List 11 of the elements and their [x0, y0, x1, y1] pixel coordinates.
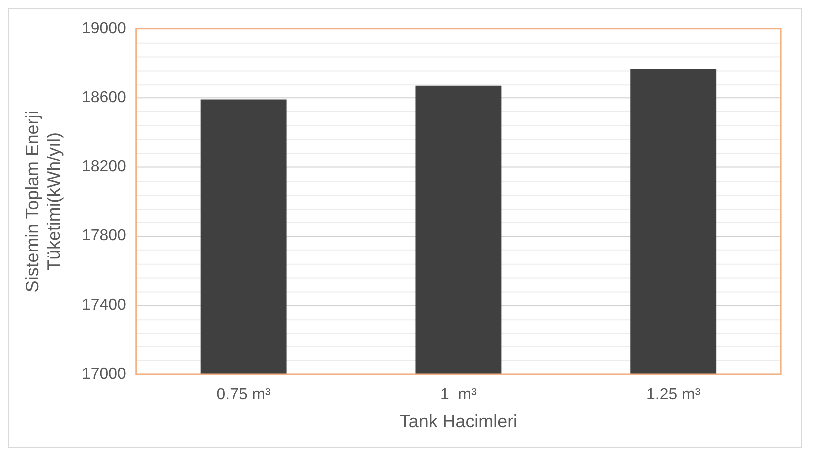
- y-tick-label: 18600: [82, 89, 127, 106]
- y-axis-title: Sistemin Toplam Enerji Tüketimi(kWh/yıl): [22, 110, 64, 293]
- y-tick-label: 17800: [82, 228, 127, 245]
- y-tick-label: 17000: [82, 366, 127, 383]
- y-tick-label: 17400: [82, 296, 127, 314]
- x-tick-label: 0.75 m³: [216, 386, 271, 404]
- x-axis-title: Tank Hacimleri: [400, 411, 518, 432]
- y-tick-label: 19000: [82, 20, 127, 38]
- x-tick-label: 1 m³: [440, 386, 477, 404]
- x-tick-label: 1.25 m³: [646, 386, 701, 404]
- y-tick-label: 18200: [82, 158, 127, 176]
